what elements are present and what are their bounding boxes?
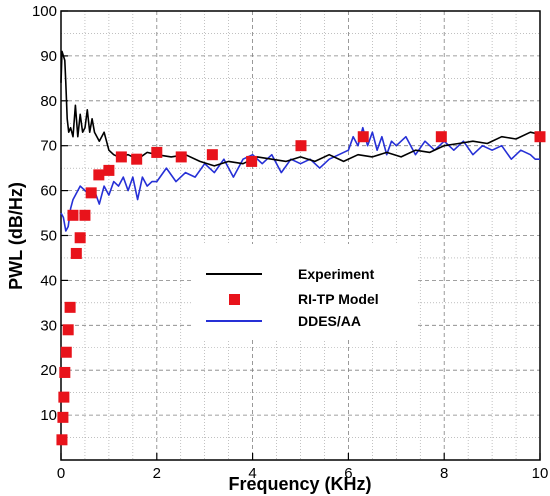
legend-label-ddes: DDES/AA xyxy=(298,313,361,329)
axis-ticks: 0 2 4 6 8 10 10 20 30 40 50 60 70 80 90 100 xyxy=(32,3,548,482)
data-point-ri-tp xyxy=(74,232,86,244)
data-point-ri-tp xyxy=(357,131,369,143)
data-point-ri-tp xyxy=(79,209,91,221)
data-point-ri-tp xyxy=(175,151,187,163)
y-axis-title: PWL (dB/Hz) xyxy=(6,182,26,290)
y-tick-label: 10 xyxy=(40,407,57,424)
data-point-ri-tp xyxy=(435,131,447,143)
x-tick-label: 6 xyxy=(344,465,352,482)
legend-label-ri-tp: RI-TP Model xyxy=(298,291,379,307)
data-point-ri-tp xyxy=(56,434,68,446)
data-point-ri-tp xyxy=(295,140,307,152)
data-point-ri-tp xyxy=(115,151,127,163)
y-tick-label: 100 xyxy=(32,3,57,20)
data-point-ri-tp xyxy=(60,346,72,358)
x-tick-label: 10 xyxy=(532,465,549,482)
series-line-experiment xyxy=(60,50,541,167)
data-point-ri-tp xyxy=(206,149,218,161)
legend: Experiment RI-TP Model DDES/AA xyxy=(191,244,416,340)
legend-marker-ri-tp xyxy=(229,294,240,305)
data-point-ri-tp xyxy=(57,411,69,423)
y-tick-label: 90 xyxy=(40,48,57,65)
x-tick-label: 8 xyxy=(440,465,448,482)
y-tick-label: 30 xyxy=(40,317,57,334)
x-tick-label: 4 xyxy=(248,465,256,482)
data-point-ri-tp xyxy=(103,164,115,176)
data-point-ri-tp xyxy=(64,301,76,313)
x-tick-label: 2 xyxy=(153,465,161,482)
series-layer xyxy=(56,50,546,446)
y-tick-label: 80 xyxy=(40,93,57,110)
data-point-ri-tp xyxy=(246,155,258,167)
x-axis-title: Frequency (KHz) xyxy=(228,474,371,494)
y-tick-label: 50 xyxy=(40,228,57,245)
series-line-ddes-aa xyxy=(60,126,540,232)
data-point-ri-tp xyxy=(62,324,74,336)
data-point-ri-tp xyxy=(85,187,97,199)
legend-box xyxy=(191,244,416,340)
data-point-ri-tp xyxy=(59,366,71,378)
y-tick-label: 70 xyxy=(40,138,57,155)
data-point-ri-tp xyxy=(67,209,79,221)
data-point-ri-tp xyxy=(93,169,105,181)
legend-label-experiment: Experiment xyxy=(298,266,375,282)
data-point-ri-tp xyxy=(151,146,163,158)
data-point-ri-tp xyxy=(58,391,70,403)
y-tick-label: 60 xyxy=(40,183,57,200)
y-tick-label: 20 xyxy=(40,362,57,379)
x-tick-label: 0 xyxy=(57,465,65,482)
data-point-ri-tp xyxy=(70,247,82,259)
data-point-ri-tp xyxy=(534,131,546,143)
y-tick-label: 40 xyxy=(40,272,57,289)
data-point-ri-tp xyxy=(131,153,143,165)
